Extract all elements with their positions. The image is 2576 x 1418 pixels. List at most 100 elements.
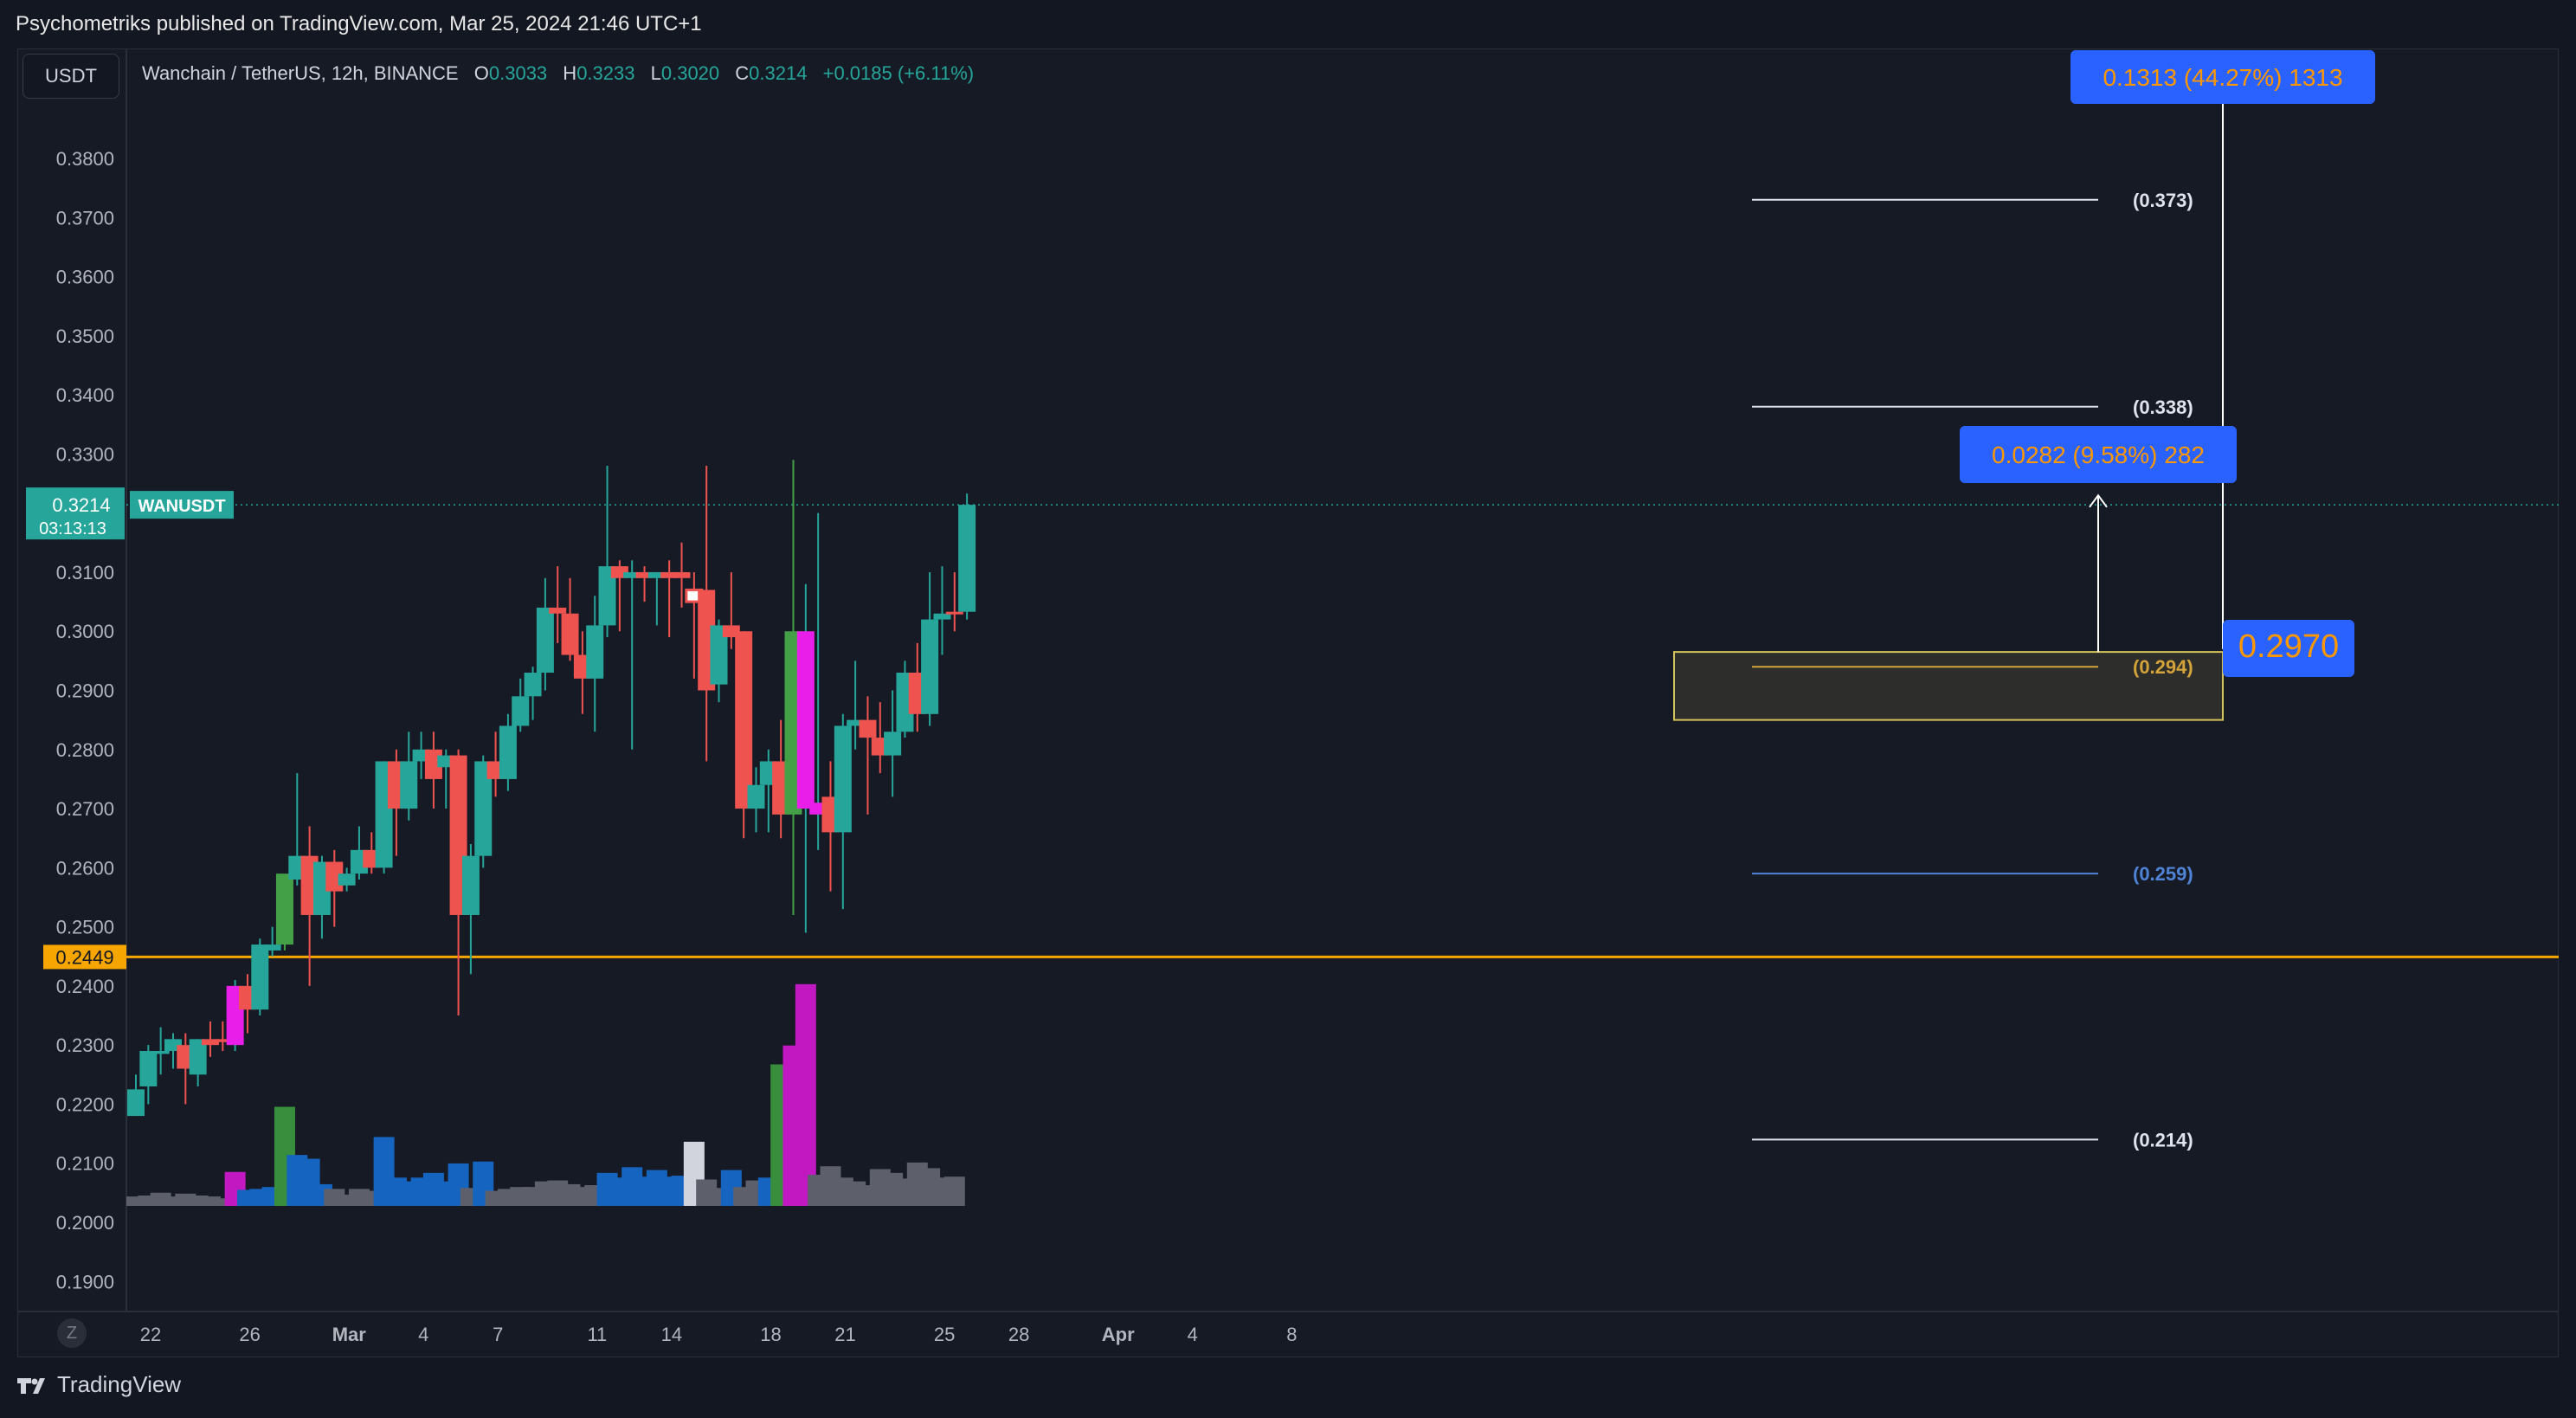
currency-badge[interactable]: USDT	[23, 54, 119, 99]
price-tick-label: 0.2400	[56, 976, 114, 997]
level-label: (0.214)	[2133, 1129, 2193, 1151]
candle-body	[598, 566, 616, 626]
candle	[461, 844, 480, 975]
candle	[735, 631, 753, 839]
price-tick-label: 0.2100	[56, 1153, 114, 1175]
target-callout[interactable]: 0.0282 (9.58%) 282	[1960, 426, 2237, 483]
candle-series	[127, 460, 976, 1117]
price-tick-label: 0.2000	[56, 1212, 114, 1234]
symbol-title[interactable]: Wanchain / TetherUS, 12h, BINANCE	[142, 62, 459, 84]
level-label: (0.259)	[2133, 863, 2193, 885]
candle	[251, 938, 269, 1016]
time-tick-label: 4	[418, 1324, 428, 1345]
entry-zone	[1673, 651, 2224, 721]
symbol-legend: Wanchain / TetherUS, 12h, BINANCE O0.303…	[142, 62, 974, 85]
candle	[647, 571, 666, 626]
timezone-z-button[interactable]: Z	[57, 1318, 87, 1348]
candle-body	[710, 625, 728, 685]
target-callout-bg	[1960, 426, 2237, 483]
candle	[635, 566, 654, 603]
time-tick-label: 26	[239, 1324, 260, 1345]
price-tick-label: 0.2200	[56, 1093, 114, 1115]
candle	[275, 873, 293, 951]
candle-body	[275, 873, 293, 945]
measure-arrow-head	[2089, 493, 2108, 508]
candle	[598, 466, 616, 638]
candle-body	[536, 607, 554, 674]
candle-body	[400, 761, 418, 809]
candle	[796, 583, 815, 933]
level-label: (0.338)	[2133, 396, 2193, 418]
price-tick-label: 0.2600	[56, 857, 114, 879]
candle-body	[461, 855, 480, 915]
price-tick-label: 0.3000	[56, 621, 114, 642]
volume-series	[126, 983, 965, 1206]
chart-frame[interactable]	[17, 48, 2559, 1357]
tradingview-logo-icon	[17, 1377, 45, 1394]
candle	[338, 867, 356, 892]
open-value: 0.3033	[488, 62, 548, 84]
price-tick-label: 0.3300	[56, 443, 114, 465]
candle-body	[847, 719, 865, 726]
tradingview-brand: TradingView	[57, 1371, 182, 1397]
price-tick-label: 0.2300	[56, 1034, 114, 1056]
candle-body	[251, 944, 269, 1010]
candle	[847, 661, 865, 750]
last-price-text: 0.3214	[52, 494, 110, 516]
candle-body	[549, 607, 567, 614]
candle-body	[673, 571, 691, 578]
target-callout-text: 0.0282 (9.58%) 282	[1992, 442, 2205, 468]
price-tick-label: 0.3800	[56, 148, 114, 170]
volume-bar	[212, 1198, 234, 1206]
support-price-badge	[43, 944, 126, 970]
time-tick-label: Mar	[332, 1324, 367, 1345]
candle-body	[561, 613, 579, 655]
price-tick-label: 0.2700	[56, 798, 114, 820]
candle-body	[921, 619, 939, 714]
target-callout-text: 0.2970	[2238, 628, 2339, 665]
candle	[524, 667, 542, 720]
time-tick-label: 4	[1188, 1324, 1198, 1345]
candle	[884, 690, 902, 797]
price-tick-label: 0.2900	[56, 680, 114, 702]
candle-body	[127, 1089, 145, 1117]
support-price-text: 0.2449	[55, 946, 113, 968]
candle	[127, 1074, 145, 1117]
time-tick-label: Apr	[1102, 1324, 1135, 1345]
price-tick-label: 0.2500	[56, 917, 114, 938]
time-tick-label: 14	[661, 1324, 682, 1345]
time-tick-label: 28	[1008, 1324, 1029, 1345]
candle-body	[958, 505, 976, 612]
candle	[139, 1045, 158, 1105]
price-tick-label: 0.3100	[56, 562, 114, 583]
candle-body	[834, 725, 852, 833]
candle-body	[201, 1039, 219, 1046]
ticker-label-text: WANUSDT	[138, 497, 225, 516]
candle-body	[647, 571, 666, 578]
volume-bar	[187, 1196, 209, 1206]
candle	[549, 566, 567, 643]
price-axis: 0.1900 0.2000 0.2100 0.2200 0.2300 0.2400 0.25…	[56, 148, 114, 1292]
price-tick-label: 0.3500	[56, 325, 114, 347]
publisher-text: Psychometriks published on TradingView.c…	[16, 12, 702, 35]
low-value: 0.3020	[660, 62, 720, 84]
target-callout[interactable]: 0.1313 (44.27%) 1313	[2070, 50, 2375, 104]
candle	[945, 571, 963, 632]
price-tick-label: 0.3700	[56, 207, 114, 229]
candle	[325, 849, 344, 927]
fib-levels: (0.373) (0.338) (0.294) (0.259) (0.214)	[1752, 190, 2193, 1151]
price-tick-label: 0.3400	[56, 384, 114, 406]
target-callout-bg	[2223, 620, 2354, 677]
candle-body	[933, 613, 951, 620]
bar-countdown-text: 03:13:13	[39, 519, 106, 538]
candle-body	[660, 571, 679, 578]
candle-body	[499, 725, 517, 779]
open-label: O	[473, 62, 489, 84]
candle-body	[524, 673, 542, 697]
candle	[933, 566, 951, 655]
candle-body	[151, 1050, 170, 1054]
target-callout[interactable]: 0.2970	[2223, 620, 2354, 677]
tradingview-logo[interactable]: TradingView	[16, 1371, 181, 1398]
time-axis: 22 26 Mar 4 7 11 14 18 21 25 28 Apr 4 8	[140, 1324, 1298, 1345]
